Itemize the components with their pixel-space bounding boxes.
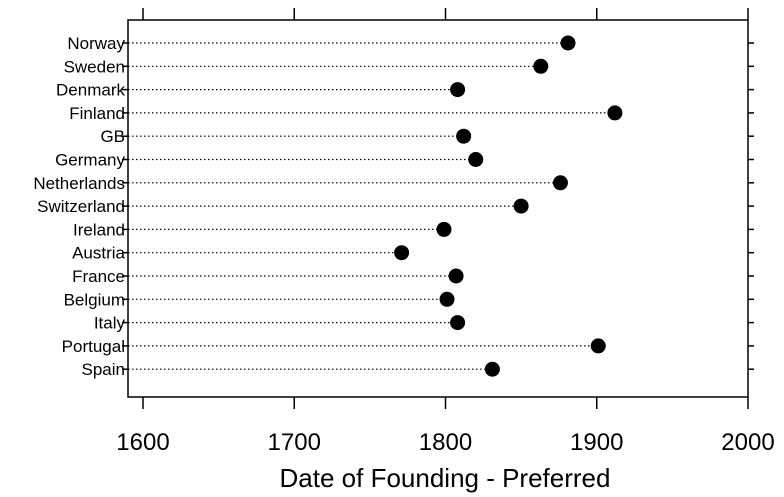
x-tick-labels: 1600 1700 1800 1900 2000 [116,429,774,456]
category-label: Germany [55,151,125,170]
category-label: Sweden [64,57,125,76]
data-point [450,82,466,98]
x-axis-ticks [142,8,749,409]
category-label: Ireland [73,220,125,239]
category-label: Netherlands [33,174,125,193]
data-point [607,105,623,121]
category-label: Portugal [62,337,125,356]
data-point [513,198,529,214]
data-point [590,338,606,354]
category-label: Denmark [56,81,125,100]
x-tick-label: 1900 [570,429,623,456]
y-axis-ticks [122,42,754,370]
data-point [448,268,464,284]
category-label: France [72,267,125,286]
category-label: Norway [67,34,125,53]
data-point [456,128,472,144]
data-point [436,221,452,237]
x-tick-label: 1600 [116,429,169,456]
category-label: GB [100,127,125,146]
category-label: Finland [69,104,125,123]
data-point [468,152,484,167]
category-label: Spain [82,360,125,379]
x-tick-label: 1700 [268,429,321,456]
category-label: Belgium [64,290,125,309]
data-point [394,245,410,261]
category-label: Italy [94,314,126,333]
data-point [439,291,455,307]
data-point [450,315,466,331]
category-label: Switzerland [37,197,125,216]
data-points [394,35,623,377]
category-labels: Norway Sweden Denmark Finland GB Germany Nethe… [33,34,125,379]
x-tick-label: 1800 [419,429,472,456]
data-point [533,58,549,74]
data-point [552,175,568,191]
x-axis-title: Date of Founding - Preferred [280,463,611,493]
plot-frame [127,19,749,398]
data-point [484,361,500,377]
category-label: Austria [72,244,125,263]
x-tick-label: 2000 [721,429,774,456]
data-point [560,35,576,51]
leader-lines [128,42,615,370]
